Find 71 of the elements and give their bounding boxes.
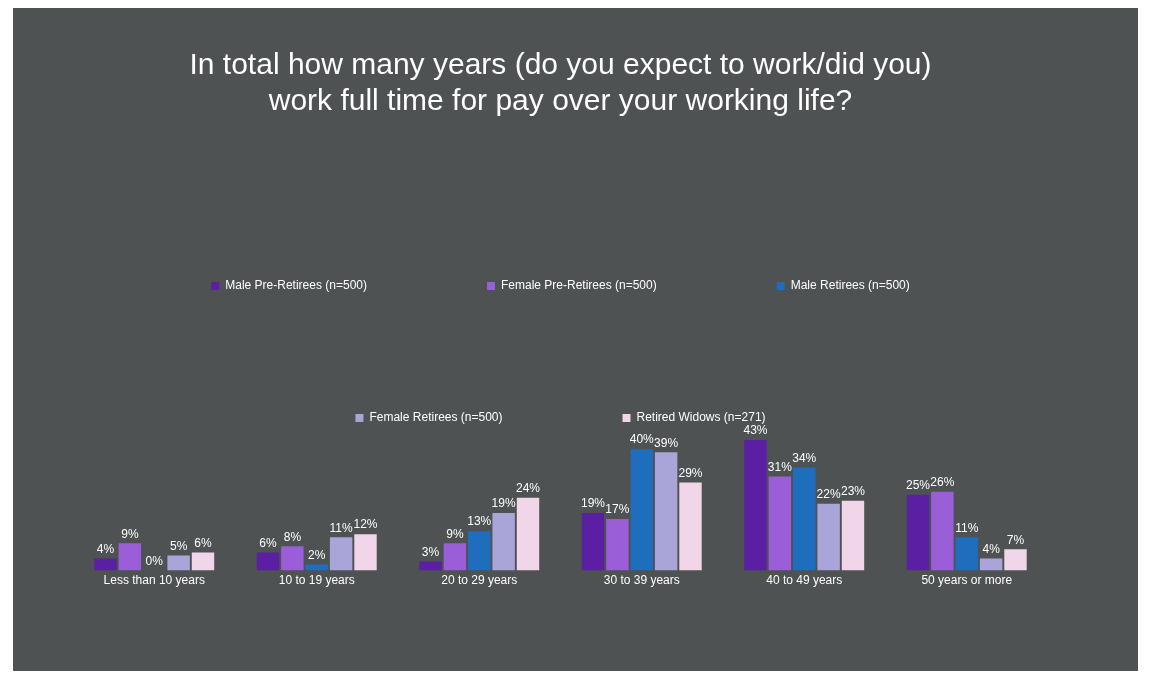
bar <box>94 558 117 571</box>
legend-label: Retired Widows (n=271) <box>636 410 766 425</box>
data-label: 25% <box>905 478 931 493</box>
bar <box>606 519 629 571</box>
data-label: 4% <box>96 541 115 556</box>
data-label: 24% <box>515 481 541 496</box>
x-tick-label: 10 to 19 years <box>278 573 355 588</box>
bar <box>492 512 515 571</box>
legend-label: Male Pre-Retirees (n=500) <box>225 278 367 293</box>
bar <box>931 491 954 571</box>
data-label: 4% <box>982 541 1001 556</box>
x-tick-label: 40 to 49 years <box>766 573 843 588</box>
data-label: 31% <box>767 459 793 474</box>
bar <box>354 534 377 571</box>
data-label: 17% <box>605 502 630 517</box>
bar <box>281 546 304 571</box>
data-label: 7% <box>1006 532 1025 547</box>
bar <box>679 482 702 571</box>
data-label: 11% <box>329 520 354 535</box>
data-label: 12% <box>353 517 378 532</box>
data-label: 29% <box>678 465 703 480</box>
bar <box>817 503 840 571</box>
data-label: 6% <box>194 535 212 550</box>
data-label: 5% <box>169 538 188 553</box>
bar <box>256 552 280 571</box>
x-tick-label: 20 to 29 years <box>441 573 518 588</box>
bar <box>581 512 605 571</box>
bar <box>419 561 442 571</box>
bar <box>191 552 215 571</box>
data-label: 40% <box>629 432 655 447</box>
x-tick-label: 30 to 39 years <box>603 573 680 588</box>
data-label: 9% <box>121 526 139 541</box>
bar <box>793 467 816 571</box>
text: In total how many years (do you expect to work/did you) <box>189 47 932 81</box>
data-label: 19% <box>580 496 606 511</box>
bar <box>118 543 142 571</box>
bar <box>841 500 865 571</box>
bar <box>906 494 930 571</box>
bar <box>468 531 491 571</box>
data-label: 22% <box>816 487 841 502</box>
data-label: 19% <box>491 496 516 511</box>
data-label: 26% <box>930 474 955 489</box>
legend-label: Male Retirees (n=500) <box>790 278 910 293</box>
data-label: 43% <box>743 423 768 438</box>
data-label: 2% <box>308 547 326 562</box>
data-label: 9% <box>446 526 464 541</box>
bar <box>768 476 792 571</box>
legend-label: Female Retirees (n=500) <box>369 410 503 425</box>
data-label: 8% <box>283 529 302 544</box>
bar <box>443 543 467 571</box>
bar <box>654 452 678 571</box>
bar <box>1004 549 1027 571</box>
data-label: 3% <box>421 544 440 559</box>
bar <box>744 440 767 571</box>
bar <box>167 555 190 571</box>
bar <box>630 449 653 571</box>
data-label: 6% <box>259 535 277 550</box>
bar <box>516 497 540 571</box>
data-label: 13% <box>467 514 492 529</box>
data-label: 0% <box>145 553 164 568</box>
data-label: 34% <box>792 450 817 465</box>
x-tick-label: Less than 10 years <box>103 573 205 588</box>
data-label: 39% <box>654 435 679 450</box>
data-label: 23% <box>840 484 866 499</box>
text: work full time for pay over your working life? <box>268 83 853 117</box>
legend-label: Female Pre-Retirees (n=500) <box>500 278 657 293</box>
data-label: 11% <box>955 520 979 535</box>
x-tick-label: 50 years or more <box>921 573 1013 588</box>
bar <box>329 537 353 571</box>
bar <box>979 558 1003 571</box>
bar <box>955 537 978 571</box>
